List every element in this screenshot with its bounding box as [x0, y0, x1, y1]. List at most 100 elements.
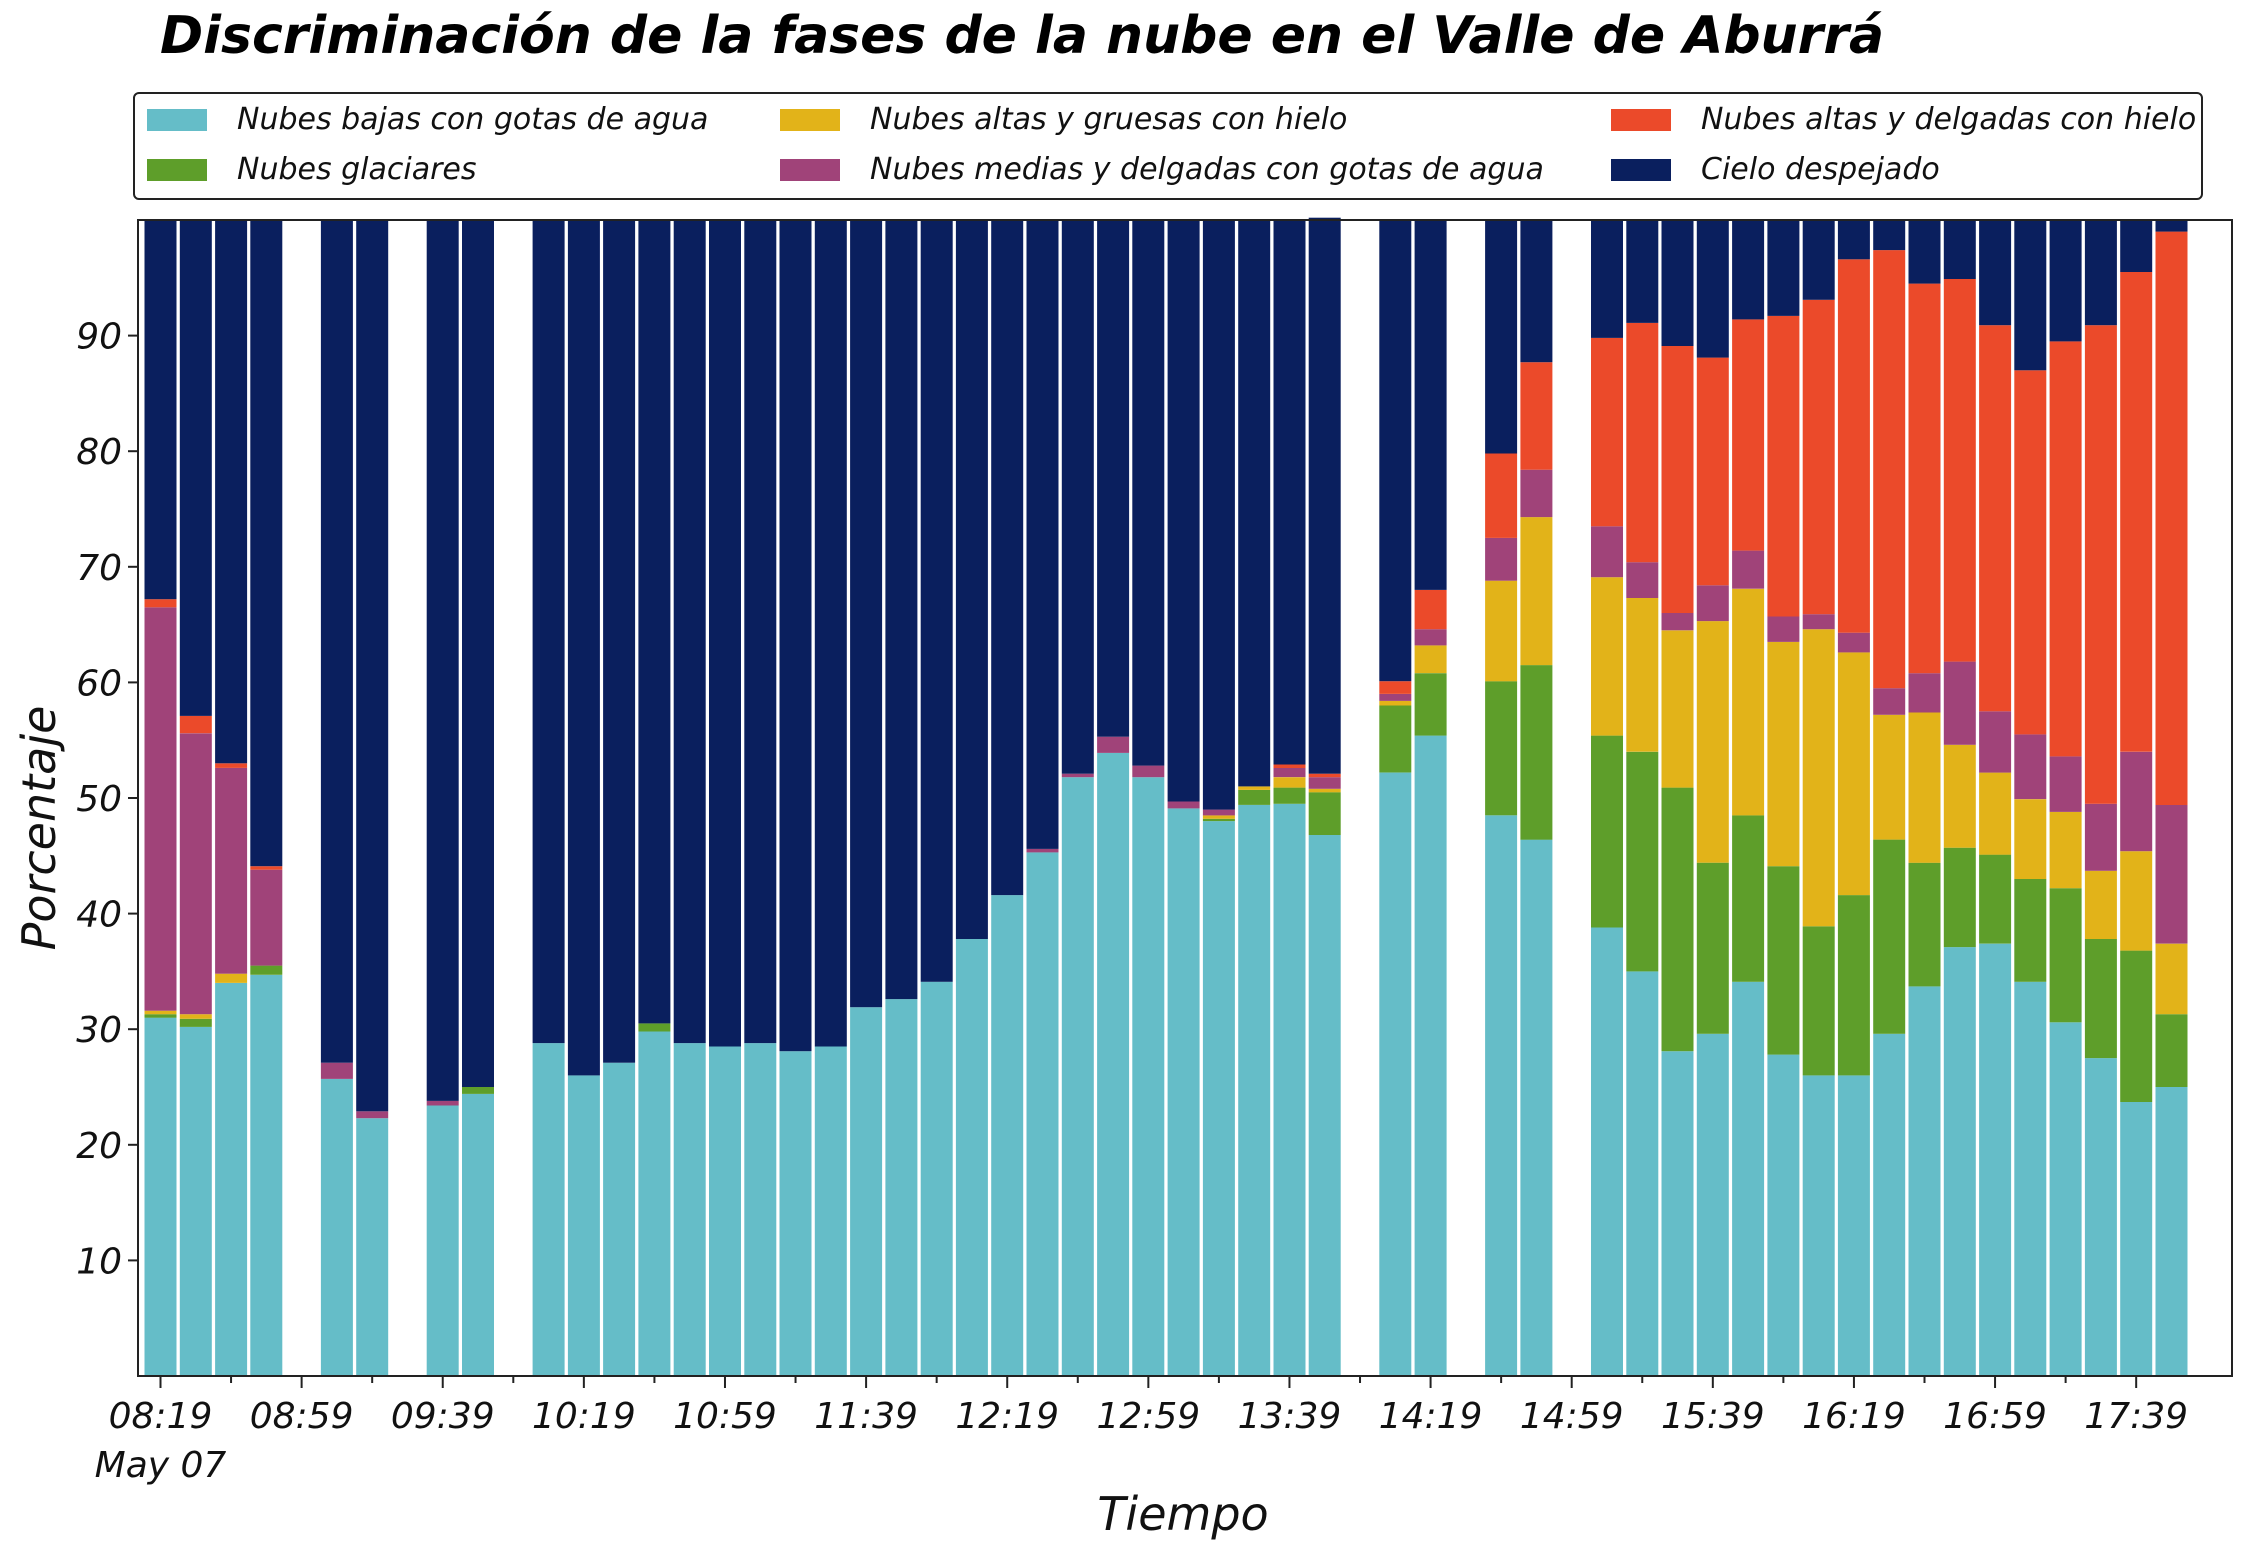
legend-item-nubes-bajas-con-gotas-de-agua: Nubes bajas con gotas de agua [147, 102, 708, 137]
bar-nubes-altas-y-delgadas-con-hielo-1409 [1379, 681, 1412, 694]
bar-nubes-glaciares-1739 [2120, 950, 2153, 1102]
bar-cielo-despejado-1519 [1626, 220, 1659, 323]
bar-nubes-altas-y-gruesas-con-hielo-1749 [2155, 943, 2188, 1015]
bar-nubes-glaciares-1529 [1661, 787, 1694, 1052]
bar-cielo-despejado-1439 [1485, 220, 1518, 454]
bar-cielo-despejado-1049 [673, 220, 706, 1044]
bar-nubes-glaciares-0819 [144, 1014, 177, 1018]
bar-nubes-medias-y-delgadas-con-gotas-de-agua-1639 [1908, 673, 1941, 713]
bar-nubes-medias-y-delgadas-con-gotas-de-agua-1249 [1097, 736, 1130, 753]
bar-nubes-bajas-con-gotas-de-agua-1539 [1696, 1033, 1729, 1376]
bar-nubes-altas-y-delgadas-con-hielo-1419 [1414, 589, 1447, 630]
y-tick-label-10: 10 [76, 1241, 122, 1282]
bar-nubes-bajas-con-gotas-de-agua-1049 [673, 1043, 706, 1376]
bar-nubes-altas-y-delgadas-con-hielo-1339 [1273, 764, 1306, 768]
bar-nubes-altas-y-delgadas-con-hielo-1519 [1626, 322, 1659, 563]
y-tick-label-80: 80 [76, 432, 122, 473]
bar-nubes-glaciares-1639 [1908, 862, 1941, 987]
bar-nubes-glaciares-1649 [1943, 847, 1976, 948]
y-axis-label: Porcentaje [12, 706, 66, 951]
y-tick-label-20: 20 [76, 1126, 122, 1167]
bar-nubes-bajas-con-gotas-de-agua-1449 [1520, 839, 1553, 1376]
legend-label: Cielo despejado [1701, 152, 1940, 187]
bar-nubes-bajas-con-gotas-de-agua-1119 [779, 1051, 812, 1376]
bar-nubes-altas-y-gruesas-con-hielo-1609 [1802, 629, 1835, 927]
bar-nubes-altas-y-gruesas-con-hielo-1629 [1873, 714, 1906, 840]
bar-cielo-despejado-1229 [1026, 220, 1059, 849]
bar-nubes-altas-y-gruesas-con-hielo-1649 [1943, 744, 1976, 848]
bar-nubes-altas-y-gruesas-con-hielo-1549 [1732, 588, 1765, 816]
bar-cielo-despejado-1409 [1379, 220, 1412, 682]
bar-nubes-altas-y-gruesas-con-hielo-1439 [1485, 580, 1518, 682]
bar-nubes-glaciares-1559 [1767, 866, 1800, 1055]
bar-nubes-altas-y-gruesas-con-hielo-1519 [1626, 598, 1659, 752]
bar-cielo-despejado-1709 [2014, 220, 2047, 371]
bar-nubes-medias-y-delgadas-con-gotas-de-agua-1729 [2084, 803, 2117, 871]
bar-nubes-bajas-con-gotas-de-agua-1719 [2049, 1022, 2082, 1376]
bar-cielo-despejado-1019 [567, 220, 600, 1076]
bar-nubes-bajas-con-gotas-de-agua-1439 [1485, 815, 1518, 1376]
x-tick-label-0939: 09:39 [391, 1396, 495, 1437]
bar-nubes-altas-y-gruesas-con-hielo-0819 [144, 1010, 177, 1015]
bar-cielo-despejado-1009 [532, 220, 565, 1044]
bar-nubes-medias-y-delgadas-con-gotas-de-agua-1719 [2049, 756, 2082, 812]
bar-cielo-despejado-1139 [850, 220, 883, 1008]
bar-nubes-bajas-con-gotas-de-agua-1029 [603, 1062, 636, 1376]
bar-nubes-glaciares-1349 [1308, 792, 1341, 835]
axes-layer: 10 20 30 40 50 60 70 80 90 08:19 08:59 09:39 10:19 10… [12, 317, 2188, 1541]
bar-nubes-glaciares-1709 [2014, 878, 2047, 982]
y-tick-label-70: 70 [76, 548, 122, 589]
bar-cielo-despejado-1209 [955, 220, 988, 939]
bar-nubes-altas-y-delgadas-con-hielo-0819 [144, 599, 177, 608]
bar-nubes-altas-y-gruesas-con-hielo-1729 [2084, 870, 2117, 939]
bar-cielo-despejado-1029 [603, 220, 636, 1063]
bar-nubes-medias-y-delgadas-con-gotas-de-agua-1439 [1485, 537, 1518, 581]
x-tick-label-1539: 15:39 [1661, 1396, 1765, 1437]
bar-nubes-medias-y-delgadas-con-gotas-de-agua-1239 [1061, 773, 1094, 778]
bar-cielo-despejado-1259 [1132, 220, 1165, 766]
bar-nubes-medias-y-delgadas-con-gotas-de-agua-1559 [1767, 616, 1800, 642]
bar-nubes-bajas-con-gotas-de-agua-1339 [1273, 803, 1306, 1376]
legend-item-cielo-despejado: Cielo despejado [1611, 152, 1940, 187]
bar-cielo-despejado-1249 [1097, 220, 1130, 737]
legend-item-nubes-medias-y-delgadas-con-gotas-de-agua: Nubes medias y delgadas con gotas de agu… [780, 152, 1544, 187]
bar-nubes-bajas-con-gotas-de-agua-1629 [1873, 1033, 1906, 1376]
bar-nubes-altas-y-gruesas-con-hielo-1319 [1202, 815, 1235, 819]
bar-nubes-bajas-con-gotas-de-agua-1209 [955, 939, 988, 1376]
bar-nubes-glaciares-0849 [250, 965, 283, 975]
bar-nubes-altas-y-delgadas-con-hielo-1639 [1908, 283, 1941, 674]
bar-nubes-bajas-con-gotas-de-agua-0839 [215, 983, 248, 1376]
bar-nubes-altas-y-delgadas-con-hielo-1439 [1485, 453, 1518, 538]
chart-title: Discriminación de la fases de la nube en… [160, 6, 1885, 66]
bar-cielo-despejado-1729 [2084, 220, 2117, 326]
bar-cielo-despejado-1129 [814, 220, 847, 1047]
bar-nubes-bajas-con-gotas-de-agua-1319 [1202, 821, 1235, 1376]
bar-nubes-bajas-con-gotas-de-agua-1649 [1943, 947, 1976, 1376]
bar-cielo-despejado-1039 [638, 220, 671, 1024]
x-tick-label-1139: 11:39 [814, 1396, 918, 1437]
x-tick-label-1459: 14:59 [1520, 1396, 1624, 1437]
bar-cielo-despejado-1619 [1837, 220, 1870, 260]
legend-label: Nubes glaciares [237, 152, 477, 187]
bar-nubes-bajas-con-gotas-de-agua-1409 [1379, 772, 1412, 1376]
x-tick-label-1339: 13:39 [1238, 1396, 1342, 1437]
bar-cielo-despejado-0839 [215, 220, 248, 764]
bar-nubes-altas-y-delgadas-con-hielo-1529 [1661, 346, 1694, 613]
bar-nubes-bajas-con-gotas-de-agua-1729 [2084, 1058, 2117, 1376]
bar-nubes-medias-y-delgadas-con-gotas-de-agua-0919 [356, 1111, 389, 1119]
bar-nubes-medias-y-delgadas-con-gotas-de-agua-1539 [1696, 585, 1729, 622]
bar-nubes-bajas-con-gotas-de-agua-1019 [567, 1075, 600, 1376]
x-tick-label-0859: 08:59 [250, 1396, 354, 1437]
bar-nubes-bajas-con-gotas-de-agua-1039 [638, 1031, 671, 1376]
bar-nubes-altas-y-delgadas-con-hielo-1509 [1591, 337, 1623, 527]
bar-nubes-altas-y-gruesas-con-hielo-1559 [1767, 641, 1800, 867]
bar-cielo-despejado-1339 [1273, 220, 1306, 765]
bar-nubes-bajas-con-gotas-de-agua-1419 [1414, 735, 1447, 1376]
bar-cielo-despejado-1549 [1732, 220, 1765, 320]
bar-cielo-despejado-1309 [1167, 220, 1200, 802]
bar-nubes-bajas-con-gotas-de-agua-1109 [744, 1043, 777, 1376]
bar-cielo-despejado-1609 [1802, 220, 1835, 300]
bar-nubes-bajas-con-gotas-de-agua-1309 [1167, 808, 1200, 1376]
legend-swatch [1611, 158, 1671, 181]
legend-item-nubes-altas-y-delgadas-con-hielo: Nubes altas y delgadas con hielo [1611, 102, 2196, 137]
